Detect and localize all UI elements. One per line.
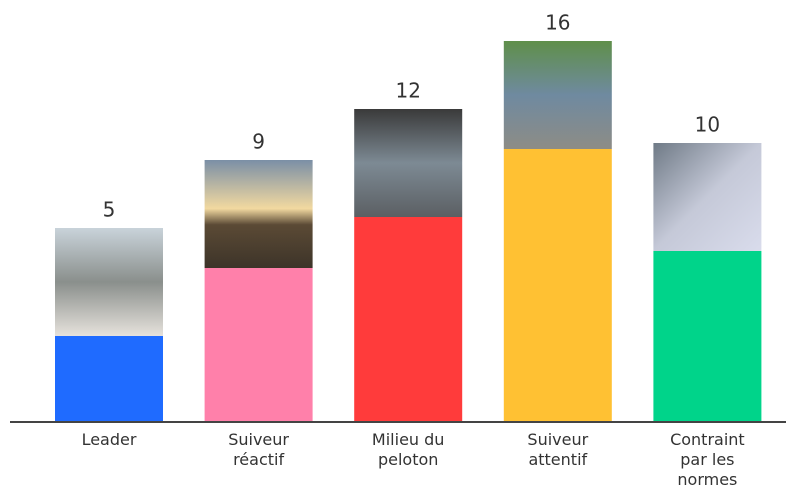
category-label: Suiveur réactif bbox=[207, 430, 311, 470]
category-label: Leader bbox=[57, 430, 161, 450]
photo bbox=[504, 41, 612, 149]
value-label: 10 bbox=[695, 113, 720, 137]
value-label: 5 bbox=[103, 198, 116, 222]
bar bbox=[55, 336, 163, 421]
value-label: 12 bbox=[395, 79, 420, 103]
photo bbox=[55, 228, 163, 336]
photo bbox=[205, 160, 313, 268]
chart: 5 9 12 16 10 bbox=[0, 0, 786, 499]
page: 59121610 (() => { const data = JSON.pars… bbox=[0, 0, 786, 499]
category-label: Suiveur attentif bbox=[506, 430, 610, 470]
bar bbox=[354, 217, 462, 421]
bar bbox=[504, 149, 612, 421]
value-label: 16 bbox=[545, 11, 570, 35]
bar bbox=[205, 268, 313, 421]
photo bbox=[653, 143, 761, 251]
category-label: Milieu du peloton bbox=[356, 430, 460, 470]
photo bbox=[354, 109, 462, 217]
bar bbox=[653, 251, 761, 421]
category-label: Contraint par les normes bbox=[655, 430, 759, 490]
value-label: 9 bbox=[252, 130, 265, 154]
